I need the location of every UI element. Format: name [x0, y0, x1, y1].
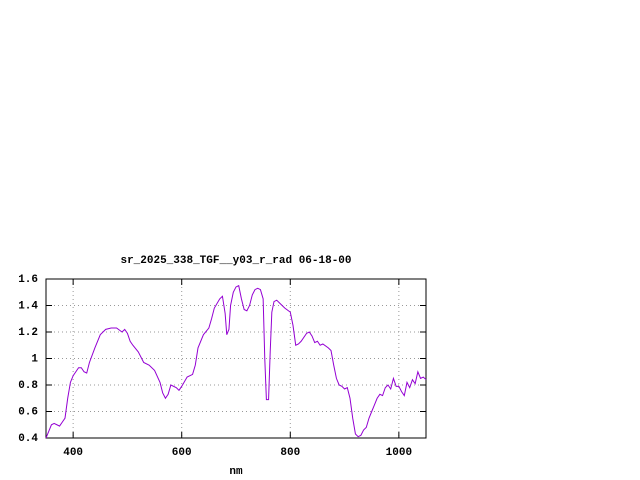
x-tick-label: 600 — [172, 447, 192, 459]
y-tick-label: 1.2 — [18, 327, 38, 339]
y-tick-label: 0.6 — [18, 406, 38, 418]
x-tick-label: 400 — [63, 447, 83, 459]
x-tick-label: 800 — [280, 447, 300, 459]
chart-title: sr_2025_338_TGF__y03_r_rad 06-18-00 — [120, 255, 351, 267]
y-tick-label: 0.8 — [18, 380, 38, 392]
plot-frame — [45, 278, 427, 439]
x-axis-label: nm — [229, 466, 243, 478]
y-tick-label: 1 — [31, 353, 38, 365]
y-tick-label: 1.4 — [18, 300, 38, 312]
data-line — [45, 284, 427, 439]
y-tick-label: 1.6 — [18, 274, 38, 286]
x-tick-label: 1000 — [386, 447, 412, 459]
y-tick-label: 0.4 — [18, 433, 38, 445]
